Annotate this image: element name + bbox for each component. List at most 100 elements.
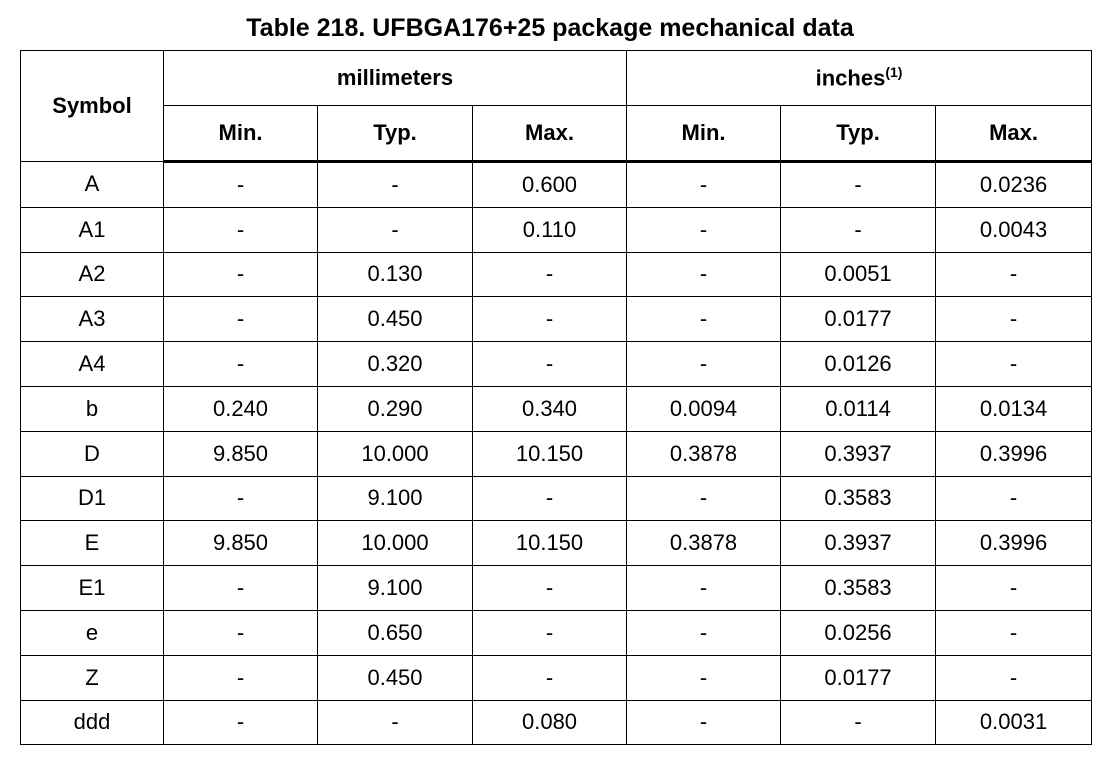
value-cell: 0.0134 xyxy=(935,385,1093,432)
value-cell: 0.0177 xyxy=(780,654,937,701)
value-cell: 0.130 xyxy=(317,251,473,298)
value-cell: 0.650 xyxy=(317,609,473,656)
symbol-cell: A1 xyxy=(20,206,164,253)
table-row: A - -0.600- -0.0236 xyxy=(20,161,1093,208)
value-cell: 0.3996 xyxy=(935,430,1093,477)
value-cell: 9.850 xyxy=(163,430,318,477)
value-cell: - xyxy=(626,296,782,343)
table-title: Table 218. UFBGA176+25 package mechanica… xyxy=(246,14,854,42)
value-cell: - xyxy=(626,699,782,746)
symbol-cell: D1 xyxy=(20,475,164,522)
table-row: A4-0.320- -0.0126- xyxy=(20,341,1093,387)
value-cell: - xyxy=(626,609,782,656)
value-cell: 0.320 xyxy=(317,341,473,387)
value-cell: - xyxy=(317,161,473,208)
value-cell: - xyxy=(471,609,628,656)
symbol-cell: A xyxy=(20,161,164,208)
value-cell: - xyxy=(626,475,782,522)
value-cell: - xyxy=(935,296,1093,343)
value-cell: - xyxy=(163,654,318,701)
table-body: A - -0.600- -0.0236 A1- -0.110- -0.0043 A2-0.13… xyxy=(20,161,1093,746)
value-cell: - xyxy=(626,161,782,208)
value-cell: 0.0177 xyxy=(780,296,937,343)
value-cell: - xyxy=(935,654,1093,701)
symbol-cell: b xyxy=(20,385,164,432)
value-cell: - xyxy=(317,206,473,253)
value-cell: 0.450 xyxy=(317,296,473,343)
value-cell: - xyxy=(471,565,628,611)
symbol-cell: A3 xyxy=(20,296,164,343)
value-cell: - xyxy=(935,609,1093,656)
value-cell: 0.290 xyxy=(317,385,473,432)
value-cell: 10.000 xyxy=(317,430,473,477)
symbol-cell: Z xyxy=(20,654,164,701)
value-cell: 0.600 xyxy=(471,161,628,208)
value-cell: - xyxy=(626,341,782,387)
value-cell: - xyxy=(163,341,318,387)
table-row: b 0.240 0.290 0.340 0.0094 0.0114 0.0134 xyxy=(20,385,1093,432)
value-cell: 9.850 xyxy=(163,520,318,567)
column-header: Min. xyxy=(163,105,318,163)
group-label: inches xyxy=(815,65,886,91)
value-cell: 0.0126 xyxy=(780,341,937,387)
table-row: E 9.850 10.000 10.150 0.3878 0.3937 0.3996 xyxy=(20,520,1093,567)
group-header: inches(1) xyxy=(626,50,1093,106)
value-cell: 0.450 xyxy=(317,654,473,701)
footnote-ref: (1) xyxy=(885,64,903,81)
table-row: D1-9.100- -0.3583- xyxy=(20,475,1093,522)
value-cell: - xyxy=(317,699,473,746)
symbol-cell: E1 xyxy=(20,565,164,611)
value-cell: - xyxy=(626,251,782,298)
value-cell: 9.100 xyxy=(317,565,473,611)
value-cell: 10.150 xyxy=(471,430,628,477)
value-cell: - xyxy=(626,654,782,701)
value-cell: 0.3583 xyxy=(780,475,937,522)
symbol-cell: E xyxy=(20,520,164,567)
value-cell: - xyxy=(163,206,318,253)
symbol-cell: e xyxy=(20,609,164,656)
value-cell: 0.0236 xyxy=(935,161,1093,208)
value-cell: - xyxy=(935,341,1093,387)
table-row: A2-0.130- -0.0051- xyxy=(20,251,1093,298)
column-header: Min. xyxy=(626,105,782,163)
table-head: Symbol millimeters inches(1) Min. Typ. Max… xyxy=(20,50,1093,163)
value-cell: - xyxy=(163,475,318,522)
value-cell: - xyxy=(163,565,318,611)
column-header: Typ. xyxy=(780,105,937,163)
value-cell: 0.110 xyxy=(471,206,628,253)
value-cell: - xyxy=(780,699,937,746)
symbol-cell: A2 xyxy=(20,251,164,298)
value-cell: - xyxy=(163,161,318,208)
value-cell: 10.150 xyxy=(471,520,628,567)
symbol-cell: D xyxy=(20,430,164,477)
value-cell: - xyxy=(471,251,628,298)
column-header: Max. xyxy=(471,105,628,163)
value-cell: - xyxy=(471,654,628,701)
group-header: millimeters xyxy=(162,50,628,106)
value-cell: 0.3878 xyxy=(626,520,782,567)
value-cell: - xyxy=(471,296,628,343)
value-cell: - xyxy=(471,341,628,387)
value-cell: - xyxy=(935,475,1093,522)
value-cell: 0.080 xyxy=(471,699,628,746)
value-cell: 0.3937 xyxy=(780,430,937,477)
value-cell: 0.0043 xyxy=(935,206,1093,253)
value-cell: 0.0094 xyxy=(626,385,782,432)
value-cell: - xyxy=(780,206,937,253)
symbol-cell: A4 xyxy=(20,341,164,387)
value-cell: - xyxy=(163,609,318,656)
value-cell: - xyxy=(163,699,318,746)
symbol-cell: ddd xyxy=(20,699,164,746)
column-header: Typ. xyxy=(317,105,473,163)
table-row: e -0.650- -0.0256- xyxy=(20,609,1093,656)
value-cell: 0.0051 xyxy=(780,251,937,298)
table-row: ddd - -0.080- -0.0031 xyxy=(20,699,1093,746)
value-cell: 0.0256 xyxy=(780,609,937,656)
column-header: Max. xyxy=(935,105,1093,163)
value-cell: 0.340 xyxy=(471,385,628,432)
value-cell: 0.3583 xyxy=(780,565,937,611)
table-row: D 9.850 10.000 10.150 0.3878 0.3937 0.3996 xyxy=(20,430,1093,477)
value-cell: 9.100 xyxy=(317,475,473,522)
value-cell: 0.0031 xyxy=(935,699,1093,746)
value-cell: - xyxy=(163,296,318,343)
